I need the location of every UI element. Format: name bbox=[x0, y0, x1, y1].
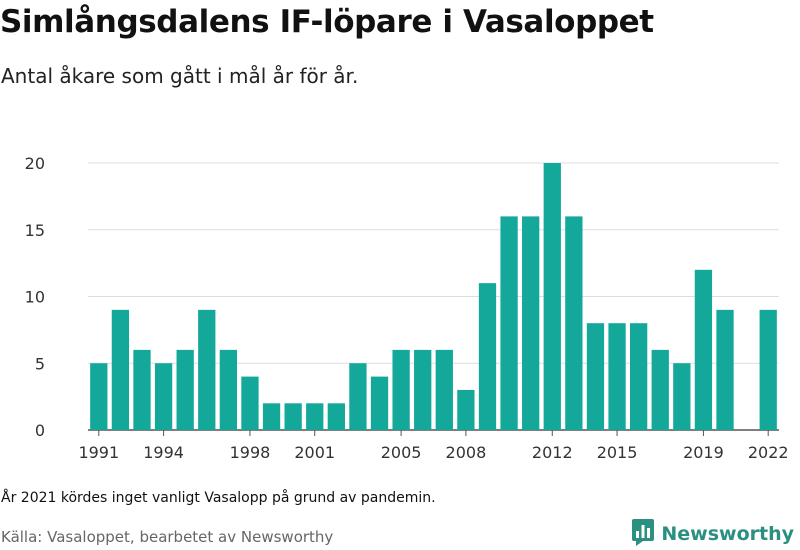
bar-2016 bbox=[630, 323, 648, 430]
bar-2001 bbox=[306, 403, 324, 430]
x-tick-label: 2005 bbox=[381, 443, 422, 462]
bar-2017 bbox=[651, 349, 669, 430]
bar-2011 bbox=[522, 216, 540, 430]
brand-name: Newsworthy bbox=[661, 523, 794, 545]
bar-2019 bbox=[694, 269, 713, 430]
bar-2015 bbox=[608, 323, 626, 430]
newsworthy-logo-icon bbox=[631, 518, 655, 550]
bar-1999 bbox=[262, 403, 281, 430]
x-axis-ticks: 1991 1994 1998 2001 2005 2008 2012 2015 2019 2022 bbox=[78, 430, 789, 462]
bar-2006 bbox=[414, 349, 432, 430]
bar-2009 bbox=[478, 283, 497, 430]
bar-1998 bbox=[241, 376, 259, 430]
x-tick-label: 1991 bbox=[78, 443, 119, 462]
x-tick-label: 2012 bbox=[532, 443, 573, 462]
bar-2014 bbox=[586, 323, 605, 430]
bar-1991 bbox=[90, 363, 108, 430]
chart-title: Simlångsdalens IF-löpare i Vasaloppet bbox=[0, 4, 654, 40]
bar-2018 bbox=[673, 363, 691, 430]
bar-2020 bbox=[716, 309, 734, 430]
bar-2004 bbox=[370, 376, 389, 430]
bars bbox=[90, 163, 777, 430]
y-tick-label: 20 bbox=[25, 154, 45, 173]
x-tick-label: 2001 bbox=[294, 443, 335, 462]
x-tick-label: 2015 bbox=[597, 443, 638, 462]
bar-2003 bbox=[349, 363, 367, 430]
x-tick-label: 2019 bbox=[683, 443, 724, 462]
x-tick-label: 2022 bbox=[748, 443, 789, 462]
bar-2005 bbox=[392, 349, 410, 430]
newsworthy-brand: Newsworthy bbox=[631, 518, 794, 550]
source-credit: Källa: Vasaloppet, bearbetet av Newswort… bbox=[1, 528, 334, 546]
y-tick-label: 5 bbox=[35, 354, 45, 373]
y-axis-ticks: 0 5 10 15 20 bbox=[25, 154, 45, 440]
footnote: År 2021 kördes inget vanligt Vasalopp på… bbox=[1, 490, 436, 506]
bar-2012 bbox=[543, 163, 561, 430]
bar-1993 bbox=[133, 349, 151, 430]
bar-2008 bbox=[457, 389, 475, 430]
bar-1996 bbox=[198, 309, 216, 430]
x-tick-label: 1994 bbox=[143, 443, 184, 462]
x-tick-label: 1998 bbox=[230, 443, 271, 462]
bar-1997 bbox=[219, 349, 237, 430]
y-tick-label: 15 bbox=[25, 221, 45, 240]
y-tick-label: 0 bbox=[35, 421, 45, 440]
bar-1995 bbox=[176, 349, 194, 430]
y-tick-label: 10 bbox=[25, 288, 45, 307]
bar-2002 bbox=[327, 403, 345, 430]
bar-2007 bbox=[435, 349, 453, 430]
bar-1994 bbox=[154, 363, 173, 430]
bar-1992 bbox=[111, 309, 130, 430]
x-tick-label: 2008 bbox=[446, 443, 487, 462]
bar-chart: 0 5 10 15 20 1991 1994 1998 2001 2005 2008 2012 201… bbox=[25, 154, 789, 462]
chart-subtitle: Antal åkare som gått i mål år för år. bbox=[1, 64, 359, 88]
bar-2022 bbox=[759, 309, 777, 430]
bar-2000 bbox=[284, 403, 302, 430]
bar-2013 bbox=[565, 216, 583, 430]
bar-2010 bbox=[500, 216, 518, 430]
